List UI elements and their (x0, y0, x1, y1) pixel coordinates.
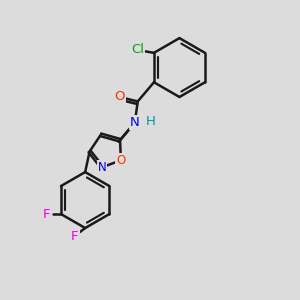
Text: O: O (116, 154, 125, 167)
Text: H: H (146, 115, 156, 128)
Text: N: N (98, 161, 106, 174)
Text: F: F (43, 208, 50, 220)
Text: N: N (130, 116, 140, 129)
Text: F: F (71, 230, 79, 243)
Text: Cl: Cl (131, 44, 144, 56)
Text: O: O (114, 91, 125, 103)
